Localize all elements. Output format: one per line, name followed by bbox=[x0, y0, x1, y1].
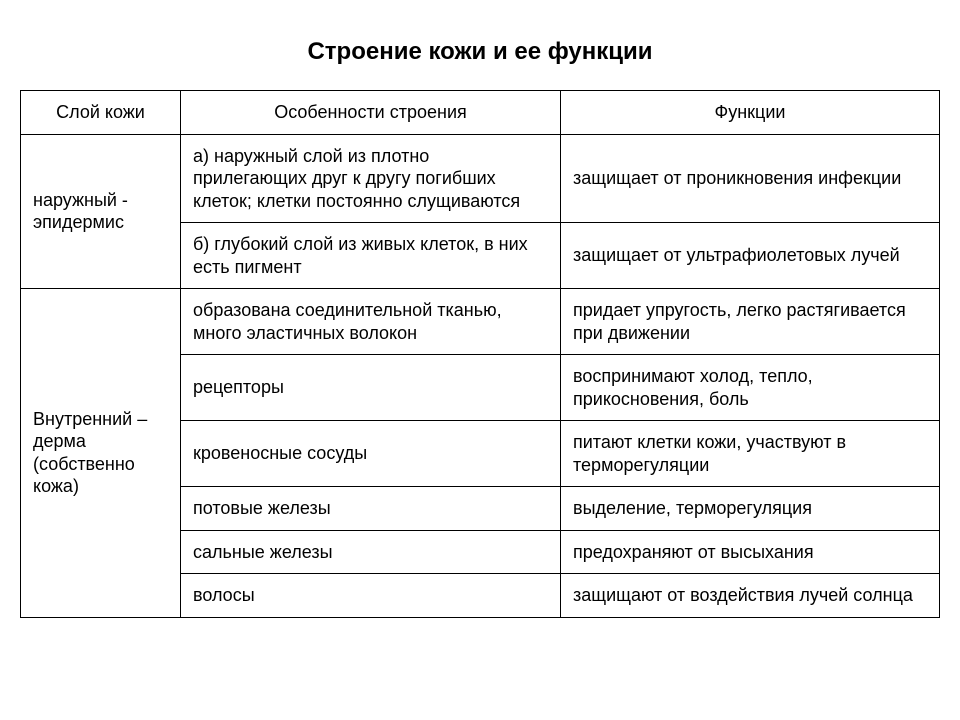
col-layer: Слой кожи bbox=[21, 91, 181, 135]
page-title: Строение кожи и ее функции bbox=[20, 38, 940, 66]
structure-cell: а) наружный слой из плотно прилегающих д… bbox=[181, 134, 561, 223]
structure-cell: сальные железы bbox=[181, 530, 561, 574]
function-cell: выделение, терморегуляция bbox=[561, 487, 940, 531]
table-header-row: Слой кожи Особенности строения Функции bbox=[21, 91, 940, 135]
table-row: наружный - эпидермис а) наружный слой из… bbox=[21, 134, 940, 223]
structure-cell: кровеносные сосуды bbox=[181, 421, 561, 487]
col-function: Функции bbox=[561, 91, 940, 135]
function-cell: предохраняют от высыхания bbox=[561, 530, 940, 574]
skin-table: Слой кожи Особенности строения Функции н… bbox=[20, 90, 940, 618]
function-cell: воспринимают холод, тепло, прикосновения… bbox=[561, 355, 940, 421]
table-row: Внутренний – дерма (собственно кожа) обр… bbox=[21, 289, 940, 355]
col-structure: Особенности строения bbox=[181, 91, 561, 135]
structure-cell: образована соединительной тканью, много … bbox=[181, 289, 561, 355]
layer-cell: наружный - эпидермис bbox=[21, 134, 181, 289]
function-cell: защищает от проникновения инфекции bbox=[561, 134, 940, 223]
function-cell: питают клетки кожи, участвуют в терморег… bbox=[561, 421, 940, 487]
function-cell: придает упругость, легко растягивается п… bbox=[561, 289, 940, 355]
structure-cell: потовые железы bbox=[181, 487, 561, 531]
structure-cell: б) глубокий слой из живых клеток, в них … bbox=[181, 223, 561, 289]
function-cell: защищает от ультрафиолетовых лучей bbox=[561, 223, 940, 289]
structure-cell: волосы bbox=[181, 574, 561, 618]
layer-cell: Внутренний – дерма (собственно кожа) bbox=[21, 289, 181, 618]
function-cell: защищают от воздействия лучей солнца bbox=[561, 574, 940, 618]
structure-cell: рецепторы bbox=[181, 355, 561, 421]
